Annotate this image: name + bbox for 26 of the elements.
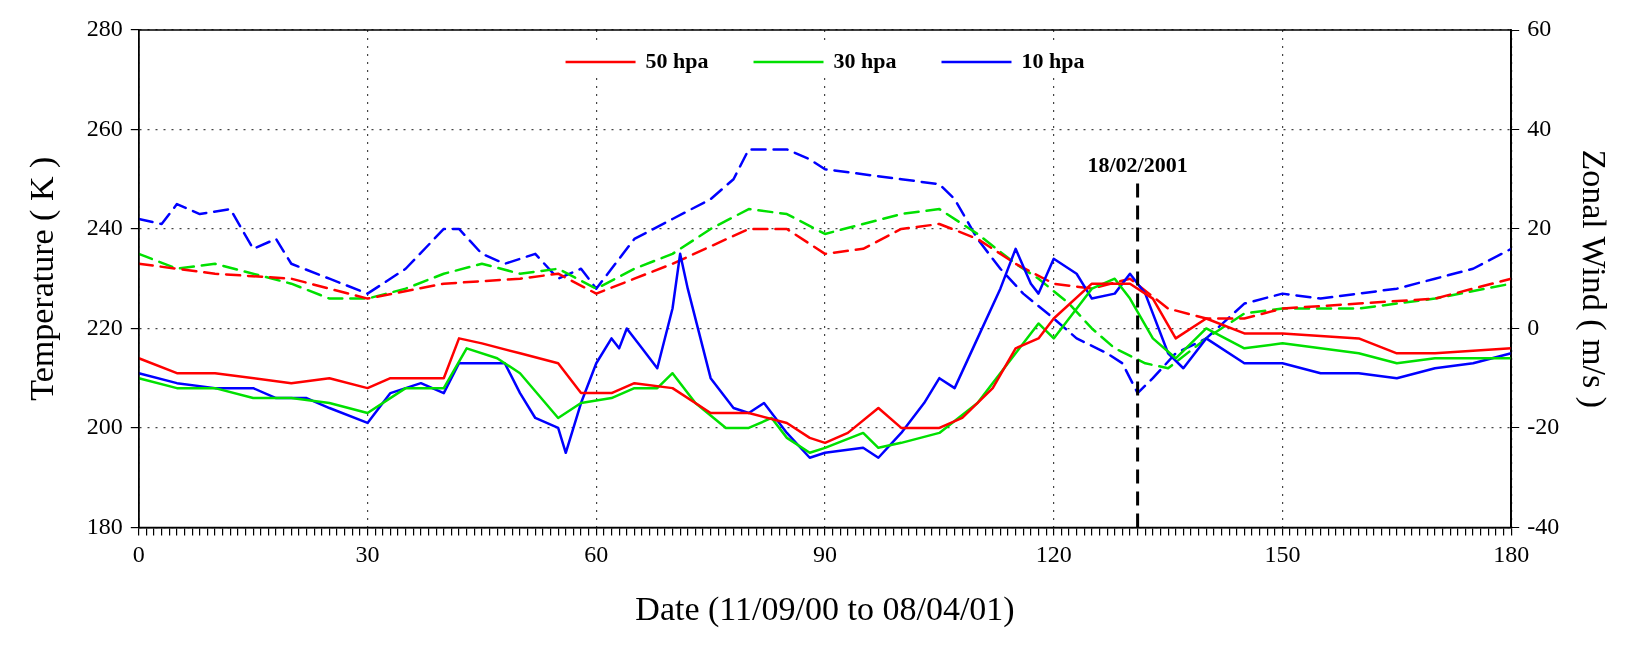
y2-tick-label: -20: [1527, 413, 1560, 440]
y-tick-label: 180: [86, 512, 123, 539]
legend-label: 10 hpa: [1021, 47, 1085, 73]
y-tick-label: 220: [86, 313, 123, 340]
y2-tick-label: -40: [1527, 512, 1560, 539]
x-tick-label: 180: [1493, 541, 1530, 568]
y-axis-title: Temperature ( K ): [23, 156, 62, 401]
annotation: 18/02/2001: [1087, 151, 1188, 177]
x-tick-label: 120: [1035, 541, 1072, 568]
y-tick-label: 260: [86, 114, 123, 141]
x-tick-label: 150: [1264, 541, 1301, 568]
x-tick-label: 90: [813, 541, 837, 568]
x-tick-label: 0: [132, 541, 145, 568]
y2-tick-label: 60: [1527, 15, 1552, 42]
x-tick-label: 60: [584, 541, 609, 568]
y-tick-label: 280: [86, 15, 123, 42]
y2-axis-title: Zonal Wind ( m/s ): [1574, 149, 1613, 409]
legend-label: 30 hpa: [833, 47, 897, 73]
y-tick-label: 200: [86, 413, 123, 440]
y2-tick-label: 20: [1527, 214, 1552, 241]
x-axis-title: Date (11/09/00 to 08/04/01): [635, 589, 1015, 628]
y-tick-label: 240: [86, 214, 123, 241]
legend-label: 50 hpa: [645, 47, 709, 73]
y2-tick-label: 40: [1527, 114, 1552, 141]
y2-tick-label: 0: [1527, 313, 1540, 340]
x-tick-label: 30: [355, 541, 380, 568]
